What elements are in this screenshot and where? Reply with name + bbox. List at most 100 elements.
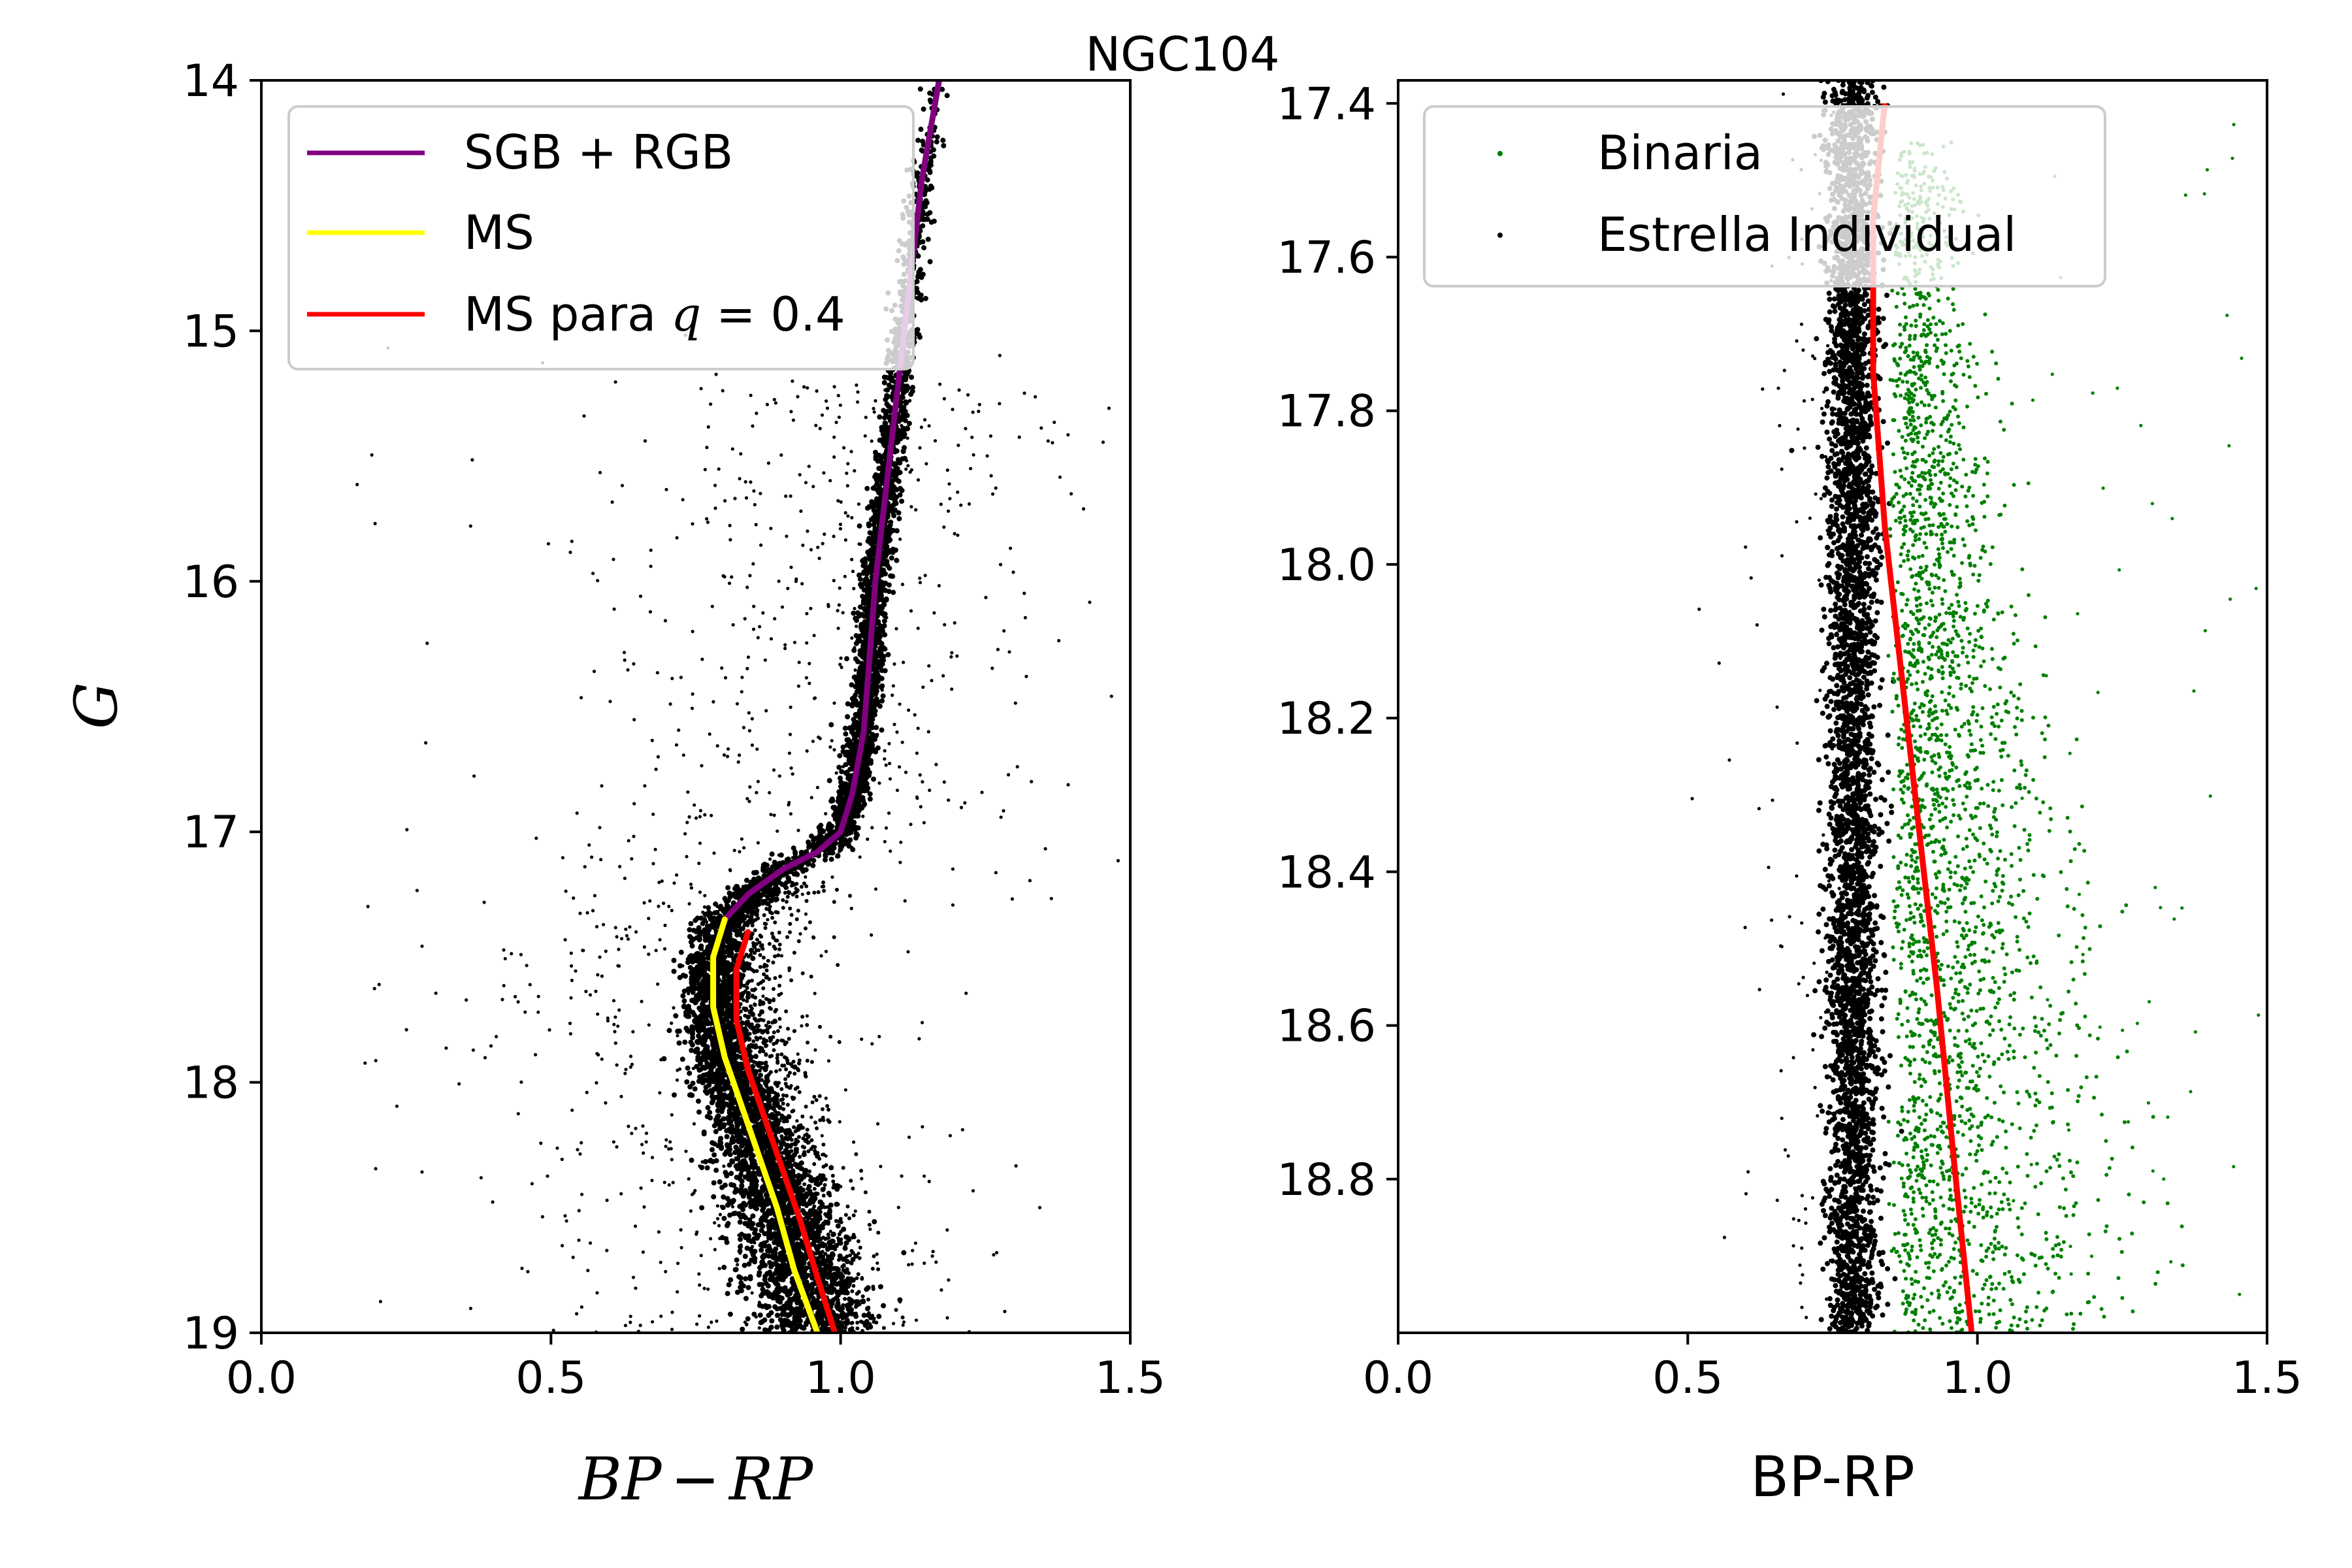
star-point [768,1235,774,1241]
star-point [919,297,924,302]
star-point [883,374,889,380]
star-point [768,1324,774,1330]
star-point [698,943,704,949]
star-point [855,638,861,644]
star-point [900,395,906,400]
star-point [720,1104,726,1110]
star-point [892,449,898,455]
star-point [768,1264,774,1269]
star-point [838,776,843,781]
star-point [867,557,872,562]
star-point [853,656,858,662]
star-point [800,1208,806,1214]
star-point [872,736,877,742]
star-point [763,1281,769,1286]
star-point [843,840,849,846]
star-point [796,1194,801,1199]
star-point [847,766,853,772]
star-point [837,753,843,759]
star-point [867,796,873,802]
star-point [697,1061,703,1067]
star-point [694,964,700,970]
star-point [877,675,883,681]
star-point [694,1046,700,1052]
star-point [727,1212,733,1218]
star-point [739,1143,745,1149]
star-point [917,86,923,92]
star-point [719,1184,725,1190]
star-point [725,1202,730,1208]
star-point [896,418,902,424]
star-point [747,1200,753,1205]
star-point [714,909,720,915]
star-point [887,565,892,571]
star-point [854,617,860,623]
star-point [801,1326,807,1331]
star-point [785,857,791,862]
star-point [743,1296,749,1301]
star-point [872,1218,877,1224]
star-point [704,923,710,929]
star-point [899,487,905,493]
star-point [832,810,838,816]
star-point [909,374,915,380]
star-point [889,555,894,561]
star-point [934,134,940,140]
star-point [721,1085,727,1091]
star-point [857,572,862,578]
star-point [918,126,924,132]
star-point [876,607,882,613]
star-point [839,769,845,775]
star-point [760,1303,766,1309]
star-point [785,1313,791,1318]
star-point [886,582,892,588]
star-point [710,1147,715,1152]
star-point [696,1033,702,1039]
star-point [851,610,857,616]
star-point [858,690,864,696]
star-point [879,661,885,667]
star-point [690,1030,695,1036]
star-point [750,1064,756,1070]
star-point [711,1194,717,1200]
star-point [847,817,853,823]
star-point [880,693,886,699]
star-point [828,722,834,728]
star-point [715,1113,721,1119]
star-point [696,1067,702,1073]
star-point [831,805,837,811]
star-point [774,1237,779,1243]
star-point [693,1017,699,1023]
star-point [901,404,907,410]
star-point [810,862,816,868]
star-point [882,420,888,426]
star-point [881,653,887,659]
star-point [722,1072,728,1077]
star-point [853,1253,859,1259]
star-point [699,1205,705,1211]
star-point [757,1270,762,1275]
star-point [806,841,812,847]
star-point [792,1162,798,1168]
star-point [707,1109,713,1115]
star-point [931,218,937,224]
star-point [845,714,851,719]
star-point [941,143,947,148]
star-point [843,781,849,787]
star-point [689,1047,694,1053]
star-point [725,885,731,890]
star-point [746,1261,752,1267]
star-point [709,1090,715,1096]
star-point [876,1313,882,1319]
star-point [738,1171,743,1177]
star-point [766,1248,772,1254]
star-point [743,1162,749,1168]
star-point [923,295,928,301]
star-point [727,1152,733,1158]
star-point [702,1159,708,1164]
star-point [715,1108,721,1114]
star-point [842,725,848,731]
star-point [745,1316,751,1322]
star-point [750,1221,756,1226]
star-point [685,960,691,966]
